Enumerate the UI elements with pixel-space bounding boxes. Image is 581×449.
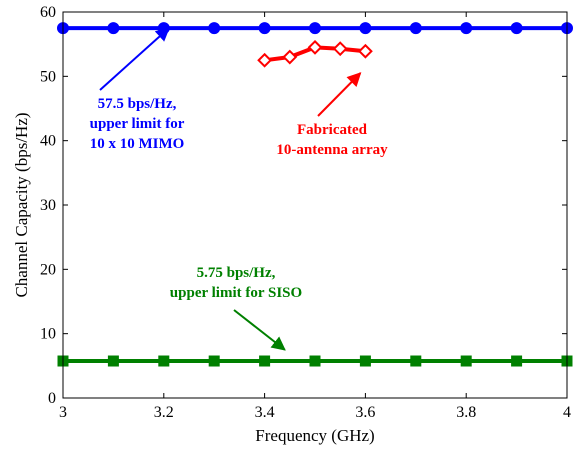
x-tick-label: 3: [59, 404, 67, 421]
series-layer: [57, 22, 573, 367]
series-siso: [57, 355, 573, 367]
annotation-mimo-line: upper limit for: [90, 116, 185, 132]
x-tick-label: 3.2: [154, 404, 174, 421]
annotation-layer: 57.5 bps/Hz, upper limit for 10 x 10 MIMO F…: [90, 27, 388, 351]
y-axis-ticks: 0 10 20 30 40 50 60: [40, 4, 567, 407]
annotation-fabricated-arrow: [317, 72, 362, 117]
series-siso-point: [410, 355, 422, 367]
annotation-mimo-arrow: [99, 27, 170, 91]
annotation-fabricated: Fabricated 10-antenna array: [276, 72, 388, 158]
series-fabricated-point: [282, 49, 298, 65]
annotation-fabricated-line: Fabricated: [297, 122, 368, 138]
series-siso-point: [208, 355, 220, 367]
y-axis-label: Channel Capacity (bps/Hz): [12, 112, 31, 297]
annotation-mimo-line: 57.5 bps/Hz,: [98, 96, 177, 112]
series-fabricated: [257, 39, 373, 68]
y-tick-label: 50: [40, 68, 56, 85]
x-axis-ticks: 3 3.2 3.4 3.6 3.8 4: [59, 12, 571, 421]
series-mimo-point: [258, 22, 271, 35]
series-mimo-point: [510, 22, 523, 35]
series-mimo-point: [359, 22, 372, 35]
y-tick-label: 40: [40, 133, 56, 150]
x-tick-label: 4: [563, 404, 571, 421]
series-siso-point: [359, 355, 371, 367]
annotation-fabricated-line: 10-antenna array: [276, 142, 388, 158]
annotation-siso-arrow: [233, 309, 286, 351]
plot-frame: [62, 11, 568, 399]
series-siso-point: [460, 355, 472, 367]
series-mimo-point: [460, 22, 473, 35]
series-mimo: [57, 22, 573, 35]
series-mimo-point: [107, 22, 120, 35]
series-fabricated-point: [257, 52, 273, 68]
series-fabricated-point: [357, 43, 373, 59]
annotation-mimo: 57.5 bps/Hz, upper limit for 10 x 10 MIMO: [90, 27, 185, 152]
y-tick-label: 0: [48, 390, 56, 407]
series-siso-point: [107, 355, 119, 367]
series-siso-point: [259, 355, 271, 367]
annotation-mimo-line: 10 x 10 MIMO: [90, 136, 185, 152]
annotation-siso: 5.75 bps/Hz, upper limit for SISO: [170, 265, 302, 351]
annotation-siso-line: upper limit for SISO: [170, 285, 302, 301]
series-fabricated-point: [332, 41, 348, 57]
series-fabricated-point: [307, 39, 323, 55]
series-mimo-point: [208, 22, 221, 35]
y-tick-label: 60: [40, 4, 56, 21]
x-tick-label: 3.8: [456, 404, 476, 421]
y-tick-label: 20: [40, 261, 56, 278]
y-tick-label: 30: [40, 197, 56, 214]
x-tick-label: 3.4: [255, 404, 275, 421]
y-tick-label: 10: [40, 326, 56, 343]
annotation-siso-line: 5.75 bps/Hz,: [197, 265, 276, 281]
series-mimo-point: [309, 22, 321, 35]
x-tick-label: 3.6: [355, 404, 375, 421]
series-mimo-point: [409, 22, 422, 35]
series-siso-point: [511, 355, 523, 367]
series-siso-point: [158, 355, 170, 367]
series-siso-point: [309, 355, 321, 367]
x-axis-label: Frequency (GHz): [255, 426, 374, 445]
